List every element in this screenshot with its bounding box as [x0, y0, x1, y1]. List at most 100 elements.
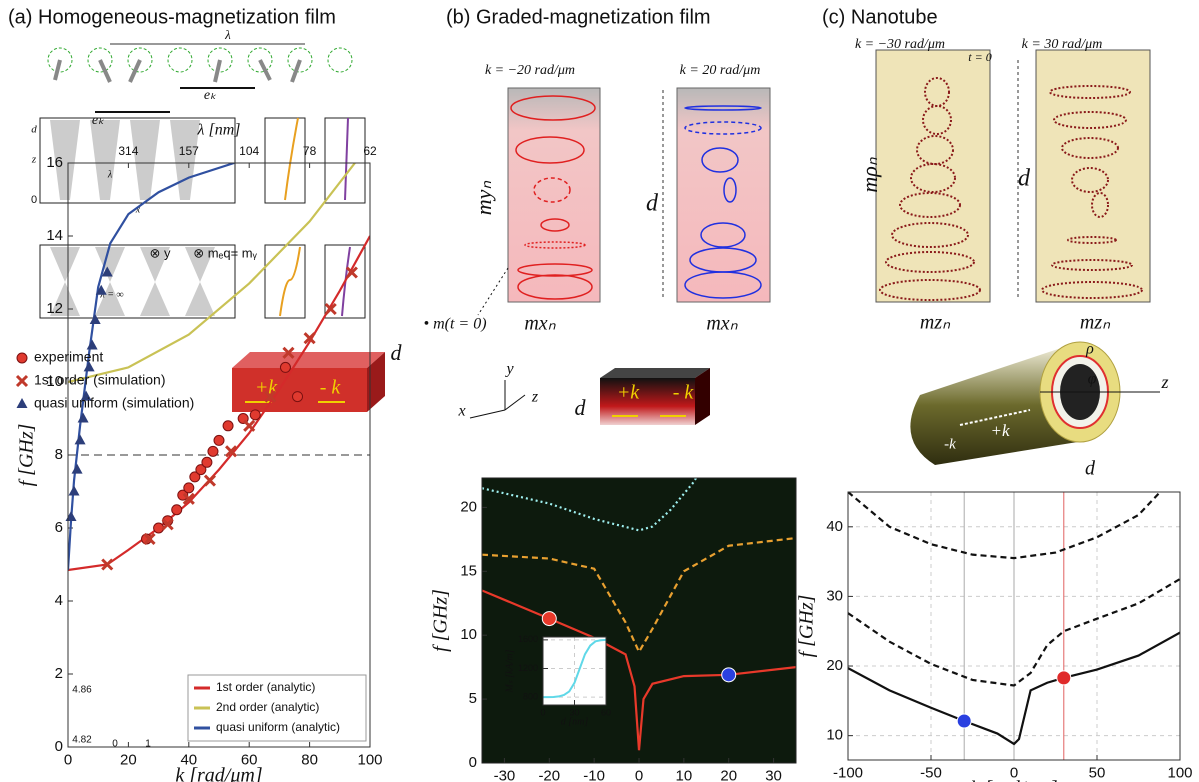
series-line: [543, 638, 606, 699]
illustration-rect: [264, 117, 306, 204]
illustration-g: [47, 47, 353, 73]
legend-label: experiment: [34, 349, 103, 365]
plot-frame: [542, 636, 607, 706]
illustration-ellipse: [1071, 167, 1109, 193]
illustration-g: [879, 77, 1143, 301]
plot-area: [543, 638, 606, 699]
point: [243, 419, 256, 432]
y-tick-label: 0: [469, 754, 477, 771]
label: eₖ: [92, 113, 105, 128]
illustration-g: [53, 59, 302, 83]
illustration-circle: [47, 47, 73, 73]
illustration-line: [469, 409, 506, 419]
point: [222, 420, 234, 432]
label: d: [1085, 458, 1096, 480]
x2-tick-label: 104: [239, 144, 259, 158]
point: [1056, 670, 1072, 686]
plot-frame: [481, 477, 797, 764]
illustration-path: [367, 352, 385, 412]
y-tick-label: 12: [46, 300, 63, 317]
series-line: [482, 589, 796, 751]
x-tick-label: -20: [538, 767, 560, 782]
label: k = 20 rad/μm: [680, 63, 761, 78]
legend-swatch: [15, 374, 29, 388]
x-tick-label: 30: [569, 707, 579, 717]
y-tick-label: 10: [460, 626, 477, 643]
label: mzₙ: [1080, 312, 1111, 334]
point: [292, 391, 304, 403]
panel-title: (a) Homogeneous-magnetization film: [8, 6, 336, 28]
spin-chain: [47, 43, 353, 113]
legend-label: 1st order (simulation): [34, 372, 166, 388]
x-tick-label: 10: [676, 767, 693, 782]
label: d: [646, 191, 659, 217]
illustration-g: [50, 120, 215, 316]
illustration-line: [959, 409, 1031, 426]
point: [101, 558, 114, 571]
point: [201, 456, 213, 468]
point: [89, 313, 101, 324]
legend-box: [187, 674, 367, 742]
point: [721, 667, 737, 683]
illustration-path: [50, 120, 80, 200]
label: +k: [617, 382, 640, 404]
x-tick-label: 0: [540, 707, 545, 717]
label: ρ: [1085, 341, 1094, 358]
illustration-circle: [247, 47, 273, 73]
label: 4.86: [72, 685, 92, 696]
point: [83, 361, 95, 372]
label: ⊗ y: [149, 245, 171, 260]
illustration-path: [130, 120, 160, 200]
illustration-g: [684, 105, 762, 299]
point: [161, 518, 174, 531]
illustration-ellipse: [879, 279, 981, 301]
illustration-ellipse: [885, 251, 975, 273]
label: 0: [31, 194, 37, 206]
point: [225, 445, 238, 458]
label: z: [1160, 372, 1168, 392]
y-tick-label: 16: [46, 154, 63, 171]
label: 1: [145, 739, 151, 750]
label: myₙ: [471, 181, 496, 216]
illustration-path: [185, 247, 215, 316]
x-tick-label: 0: [1010, 764, 1018, 781]
point: [101, 266, 113, 277]
label: z: [531, 389, 539, 406]
illustration-ellipse: [517, 274, 593, 300]
series-line: [482, 478, 698, 532]
plot-area: [482, 478, 796, 751]
x-tick-label: 40: [180, 751, 197, 768]
y-axis-label: f [GHz]: [16, 424, 38, 487]
x-tick-label: 20: [120, 751, 137, 768]
illustration-line: [290, 59, 302, 83]
label: x: [135, 204, 141, 215]
x-axis-label: k [rad/μm]: [175, 765, 262, 782]
plot-area: [848, 492, 1180, 746]
illustration-ellipse: [910, 163, 956, 193]
series-line: [482, 536, 796, 655]
point: [189, 471, 201, 483]
y-tick-label: 15: [460, 562, 477, 579]
label: +k: [990, 421, 1009, 440]
point: [541, 611, 557, 627]
point: [95, 284, 107, 295]
x2-tick-label: 78: [303, 144, 317, 158]
label: y: [504, 361, 514, 378]
point: [68, 485, 80, 496]
label: t = 0: [968, 50, 991, 64]
illustration-ellipse: [1051, 259, 1133, 271]
label: k = −20 rad/μm: [485, 63, 575, 78]
x-tick-label: -10: [583, 767, 605, 782]
illustration-path: [344, 117, 349, 201]
point: [282, 346, 295, 359]
y-tick-label: 20: [826, 657, 843, 674]
illustration-ellipse: [524, 241, 586, 249]
film-block: [232, 352, 385, 412]
point: [956, 713, 972, 729]
panel-title: (c) Nanotube: [822, 6, 938, 28]
x-tick-label: -100: [833, 764, 863, 781]
point: [303, 332, 316, 345]
x-tick-label: -30: [494, 767, 516, 782]
illustration-ellipse: [684, 105, 762, 111]
